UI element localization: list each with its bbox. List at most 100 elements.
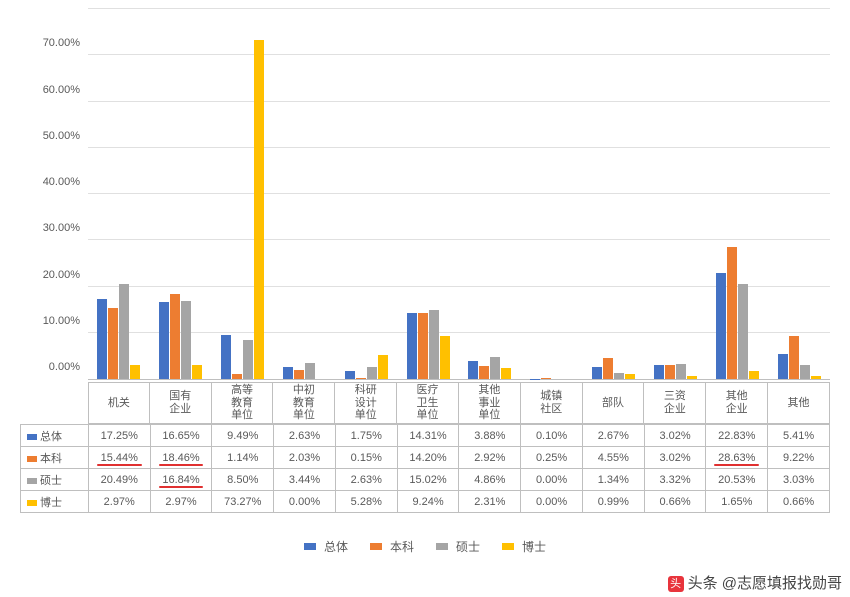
bar — [800, 365, 810, 379]
bar — [221, 335, 231, 379]
legend-item: 硕士 — [436, 538, 480, 555]
series-name: 博士 — [40, 497, 62, 509]
bar-group — [159, 294, 202, 379]
data-cell: 2.03% — [274, 447, 336, 469]
y-tick-label: 20.00% — [20, 269, 80, 281]
bar — [789, 336, 799, 379]
legend-label: 硕士 — [456, 538, 480, 555]
data-cell: 15.44% — [88, 447, 150, 469]
legend-swatch — [304, 543, 316, 550]
data-cell: 0.10% — [521, 425, 583, 447]
gridline — [88, 8, 830, 9]
data-cell: 8.50% — [212, 469, 274, 491]
y-tick-label: 40.00% — [20, 176, 80, 188]
data-cell: 9.22% — [768, 447, 830, 469]
data-cell: 22.83% — [706, 425, 768, 447]
data-cell: 2.31% — [459, 491, 521, 513]
data-cell: 1.65% — [706, 491, 768, 513]
bar — [603, 358, 613, 379]
series-swatch — [27, 434, 37, 440]
bar — [468, 361, 478, 379]
series-label-cell: 硕士 — [21, 469, 89, 491]
series-label-cell: 本科 — [21, 447, 89, 469]
data-cell: 9.24% — [397, 491, 459, 513]
bar — [625, 374, 635, 379]
bar — [367, 367, 377, 379]
highlight-underline — [159, 464, 204, 466]
category-label: 机关 — [88, 382, 150, 424]
legend-item: 博士 — [502, 538, 546, 555]
bar-group — [654, 364, 697, 379]
data-cell: 2.67% — [582, 425, 644, 447]
data-cell: 14.31% — [397, 425, 459, 447]
data-cell: 3.32% — [644, 469, 706, 491]
category-label: 其他 企业 — [706, 382, 768, 424]
data-cell: 28.63% — [706, 447, 768, 469]
gridline — [88, 101, 830, 102]
category-label: 高等 教育 单位 — [212, 382, 274, 424]
bar — [716, 273, 726, 379]
table-row: 本科15.44%18.46%1.14%2.03%0.15%14.20%2.92%… — [21, 447, 830, 469]
legend-swatch — [502, 543, 514, 550]
data-cell: 0.25% — [521, 447, 583, 469]
data-cell: 3.03% — [768, 469, 830, 491]
highlight-underline — [159, 486, 204, 488]
gridline — [88, 147, 830, 148]
category-label: 其他 — [768, 382, 830, 424]
bar — [407, 313, 417, 379]
legend: 总体本科硕士博士 — [20, 538, 830, 555]
series-swatch — [27, 456, 37, 462]
y-tick-label: 70.00% — [20, 37, 80, 49]
bar — [490, 357, 500, 379]
bar — [654, 365, 664, 379]
legend-item: 本科 — [370, 538, 414, 555]
y-tick-label: 30.00% — [20, 222, 80, 234]
y-tick-label: 0.00% — [20, 361, 80, 373]
bar — [429, 310, 439, 379]
bar — [130, 365, 140, 379]
data-cell: 2.63% — [335, 469, 397, 491]
plot-area: 0.00%10.00%20.00%30.00%40.00%50.00%60.00… — [88, 10, 830, 380]
category-label: 医疗 卫生 单位 — [397, 382, 459, 424]
data-cell: 0.00% — [274, 491, 336, 513]
bar — [119, 284, 129, 379]
data-cell: 0.15% — [335, 447, 397, 469]
bar — [181, 301, 191, 379]
bar — [356, 378, 366, 379]
watermark-text: 头条 @志愿填报找勋哥 — [688, 575, 842, 592]
bar-group — [97, 284, 140, 379]
bar — [305, 363, 315, 379]
series-name: 总体 — [40, 431, 62, 443]
bar-group — [407, 310, 450, 379]
watermark-logo: 头 — [668, 576, 684, 592]
bar — [501, 368, 511, 379]
data-cell: 18.46% — [150, 447, 212, 469]
series-label-cell: 博士 — [21, 491, 89, 513]
bar-group — [345, 355, 388, 379]
legend-swatch — [370, 543, 382, 550]
bar — [727, 247, 737, 379]
bar — [378, 355, 388, 379]
legend-label: 博士 — [522, 538, 546, 555]
gridline — [88, 193, 830, 194]
bar-group — [221, 40, 264, 379]
data-cell: 17.25% — [88, 425, 150, 447]
category-label: 城镇 社区 — [521, 382, 583, 424]
data-cell: 1.14% — [212, 447, 274, 469]
category-labels: 机关国有 企业高等 教育 单位中初 教育 单位科研 设计 单位医疗 卫生 单位其… — [88, 382, 830, 424]
series-swatch — [27, 478, 37, 484]
data-cell: 0.99% — [582, 491, 644, 513]
y-tick-label: 60.00% — [20, 84, 80, 96]
data-cell: 2.63% — [274, 425, 336, 447]
data-cell: 2.92% — [459, 447, 521, 469]
category-label: 科研 设计 单位 — [335, 382, 397, 424]
bar — [192, 365, 202, 379]
table-row: 总体17.25%16.65%9.49%2.63%1.75%14.31%3.88%… — [21, 425, 830, 447]
bar — [232, 374, 242, 379]
table-row: 博士2.97%2.97%73.27%0.00%5.28%9.24%2.31%0.… — [21, 491, 830, 513]
bar — [159, 302, 169, 379]
bar-group — [716, 247, 759, 379]
bar — [541, 378, 551, 379]
data-cell: 16.84% — [150, 469, 212, 491]
chart-container: 0.00%10.00%20.00%30.00%40.00%50.00%60.00… — [20, 10, 830, 570]
